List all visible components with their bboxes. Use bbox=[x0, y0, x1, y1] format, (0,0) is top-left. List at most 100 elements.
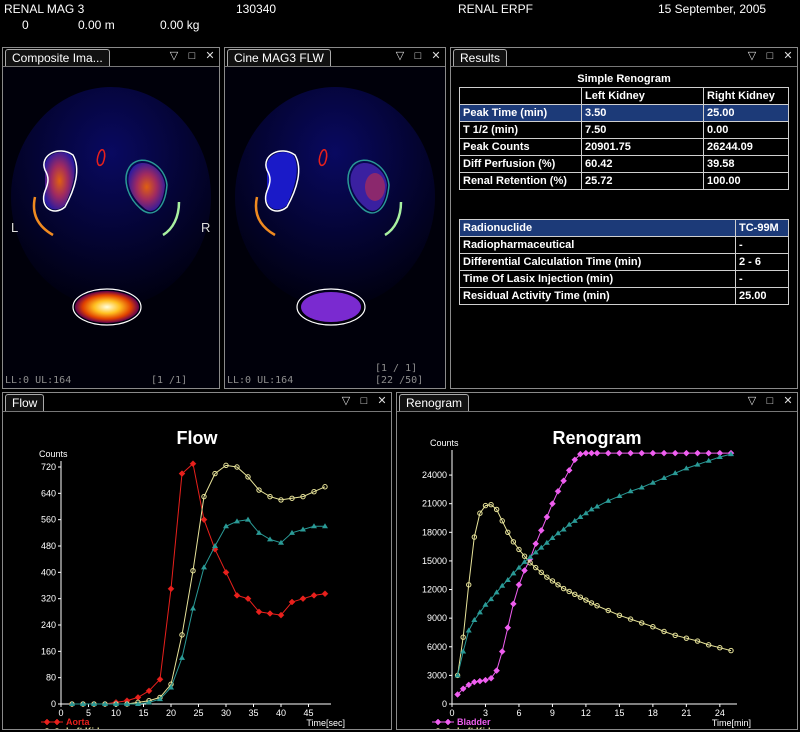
data-point bbox=[277, 611, 285, 619]
data-point bbox=[583, 597, 589, 603]
flow-chart[interactable]: Flow Counts 0 80 160 240 320 400 480 560 640 720 0 5 1… bbox=[3, 412, 391, 729]
panel-menu-icon[interactable]: ▽ bbox=[395, 50, 405, 62]
panel-controls: ▽ □ ✕ bbox=[747, 50, 793, 62]
data-point bbox=[560, 477, 567, 485]
panel-menu-icon[interactable]: ▽ bbox=[169, 50, 179, 62]
data-point bbox=[212, 543, 218, 548]
tab-flow[interactable]: Flow bbox=[5, 394, 45, 411]
table-row[interactable]: Radiopharmaceutical - bbox=[459, 236, 789, 254]
data-point bbox=[576, 450, 584, 458]
tab-renogram[interactable]: Renogram bbox=[399, 394, 470, 411]
data-point bbox=[554, 487, 562, 495]
data-point bbox=[649, 479, 656, 485]
table-row[interactable]: Differential Calculation Time (min) 2 - … bbox=[459, 253, 789, 271]
data-point bbox=[510, 539, 517, 545]
data-point bbox=[493, 667, 500, 674]
maximize-icon[interactable]: □ bbox=[414, 50, 422, 62]
left-side-label: L bbox=[11, 220, 19, 235]
data-point bbox=[565, 466, 573, 474]
data-point bbox=[516, 546, 522, 553]
close-icon[interactable]: ✕ bbox=[205, 50, 215, 62]
data-point bbox=[694, 638, 701, 644]
data-point bbox=[157, 696, 163, 702]
table-row[interactable]: Time Of Lasix Injection (min) - bbox=[459, 270, 789, 288]
row-label: Renal Retention (%) bbox=[459, 172, 582, 190]
maximize-icon[interactable]: □ bbox=[766, 50, 774, 62]
cine-panel: Cine MAG3 FLW ▽ □ ✕ [1 / 1] LL:0 UL:164 … bbox=[224, 47, 446, 389]
y-tick-label: 12000 bbox=[422, 585, 447, 595]
close-icon[interactable]: ✕ bbox=[377, 395, 387, 407]
data-point bbox=[533, 564, 539, 571]
data-point bbox=[146, 699, 152, 705]
table-row[interactable]: Peak Counts 20901.75 26244.09 bbox=[459, 138, 789, 156]
data-point bbox=[234, 518, 240, 524]
right-kidney-value: 0.00 bbox=[703, 121, 789, 139]
cine-image-view[interactable]: [1 / 1] LL:0 UL:164 [22 /50] bbox=[225, 66, 445, 388]
data-point bbox=[482, 502, 489, 509]
right-side-label: R bbox=[201, 220, 211, 235]
data-point bbox=[661, 474, 668, 480]
y-tick-label: 9000 bbox=[427, 613, 447, 623]
table-row[interactable]: Renal Retention (%) 25.72 100.00 bbox=[459, 172, 789, 190]
table-row[interactable]: Radionuclide TC-99M bbox=[459, 219, 789, 237]
maximize-icon[interactable]: □ bbox=[360, 395, 368, 407]
window-level-readout: LL:0 UL:164 bbox=[227, 375, 294, 386]
data-point bbox=[488, 596, 495, 602]
data-point bbox=[717, 645, 723, 651]
data-point bbox=[588, 600, 595, 606]
x-tick-label: 15 bbox=[614, 708, 624, 718]
data-point bbox=[572, 591, 578, 598]
x-tick-label: 0 bbox=[58, 708, 63, 718]
composite-image-view[interactable]: L R LL:0 UL:164 [1 /1] bbox=[3, 66, 219, 388]
panel-menu-icon[interactable]: ▽ bbox=[341, 395, 351, 407]
maximize-icon[interactable]: □ bbox=[188, 50, 196, 62]
renogram-chart[interactable]: RenogramCounts03000600090001200015000180… bbox=[397, 412, 797, 729]
tab-composite-image[interactable]: Composite Ima... bbox=[5, 49, 110, 66]
column-header: Right Kidney bbox=[703, 87, 789, 105]
left-kidney-value: 7.50 bbox=[581, 121, 704, 139]
y-tick-label: 3000 bbox=[427, 670, 447, 680]
data-point bbox=[671, 449, 679, 457]
table-row[interactable]: Peak Time (min) 3.50 25.00 bbox=[459, 104, 789, 122]
data-point bbox=[660, 449, 668, 457]
data-point bbox=[299, 595, 307, 603]
data-point bbox=[588, 506, 595, 512]
data-point bbox=[233, 592, 241, 599]
data-point bbox=[201, 564, 207, 570]
panel-menu-icon[interactable]: ▽ bbox=[747, 50, 757, 62]
data-point bbox=[683, 465, 690, 471]
data-point bbox=[521, 567, 528, 574]
close-icon[interactable]: ✕ bbox=[783, 50, 793, 62]
data-point bbox=[223, 462, 229, 469]
tab-results[interactable]: Results bbox=[453, 49, 508, 66]
data-point bbox=[459, 685, 467, 693]
data-point bbox=[245, 474, 251, 480]
data-point bbox=[627, 488, 634, 494]
close-icon[interactable]: ✕ bbox=[783, 395, 793, 407]
data-point bbox=[504, 624, 512, 632]
data-point bbox=[460, 634, 466, 640]
x-tick-label: 18 bbox=[648, 708, 658, 718]
data-point bbox=[510, 570, 517, 576]
data-point bbox=[189, 460, 197, 468]
data-point bbox=[627, 449, 634, 457]
y-tick-label: 480 bbox=[41, 541, 56, 551]
table-row[interactable]: Diff Perfusion (%) 60.42 39.58 bbox=[459, 155, 789, 173]
data-point bbox=[560, 585, 567, 592]
close-icon[interactable]: ✕ bbox=[431, 50, 441, 62]
table-row[interactable]: T 1/2 (min) 7.50 0.00 bbox=[459, 121, 789, 139]
x-tick-label: 3 bbox=[483, 708, 488, 718]
table-row[interactable]: Residual Activity Time (min) 25.00 bbox=[459, 287, 789, 305]
tab-cine-mag3-flw[interactable]: Cine MAG3 FLW bbox=[227, 49, 331, 66]
maximize-icon[interactable]: □ bbox=[766, 395, 774, 407]
data-point bbox=[289, 529, 295, 535]
x-axis-label: Time[min] bbox=[712, 718, 751, 728]
y-axis-label: Counts bbox=[430, 438, 459, 448]
panel-menu-icon[interactable]: ▽ bbox=[747, 395, 757, 407]
x-tick-label: 20 bbox=[166, 708, 176, 718]
y-tick-label: 400 bbox=[41, 567, 56, 577]
data-point bbox=[705, 449, 713, 457]
data-point bbox=[538, 569, 544, 576]
row-label: Peak Time (min) bbox=[459, 104, 582, 122]
data-point bbox=[234, 464, 240, 470]
